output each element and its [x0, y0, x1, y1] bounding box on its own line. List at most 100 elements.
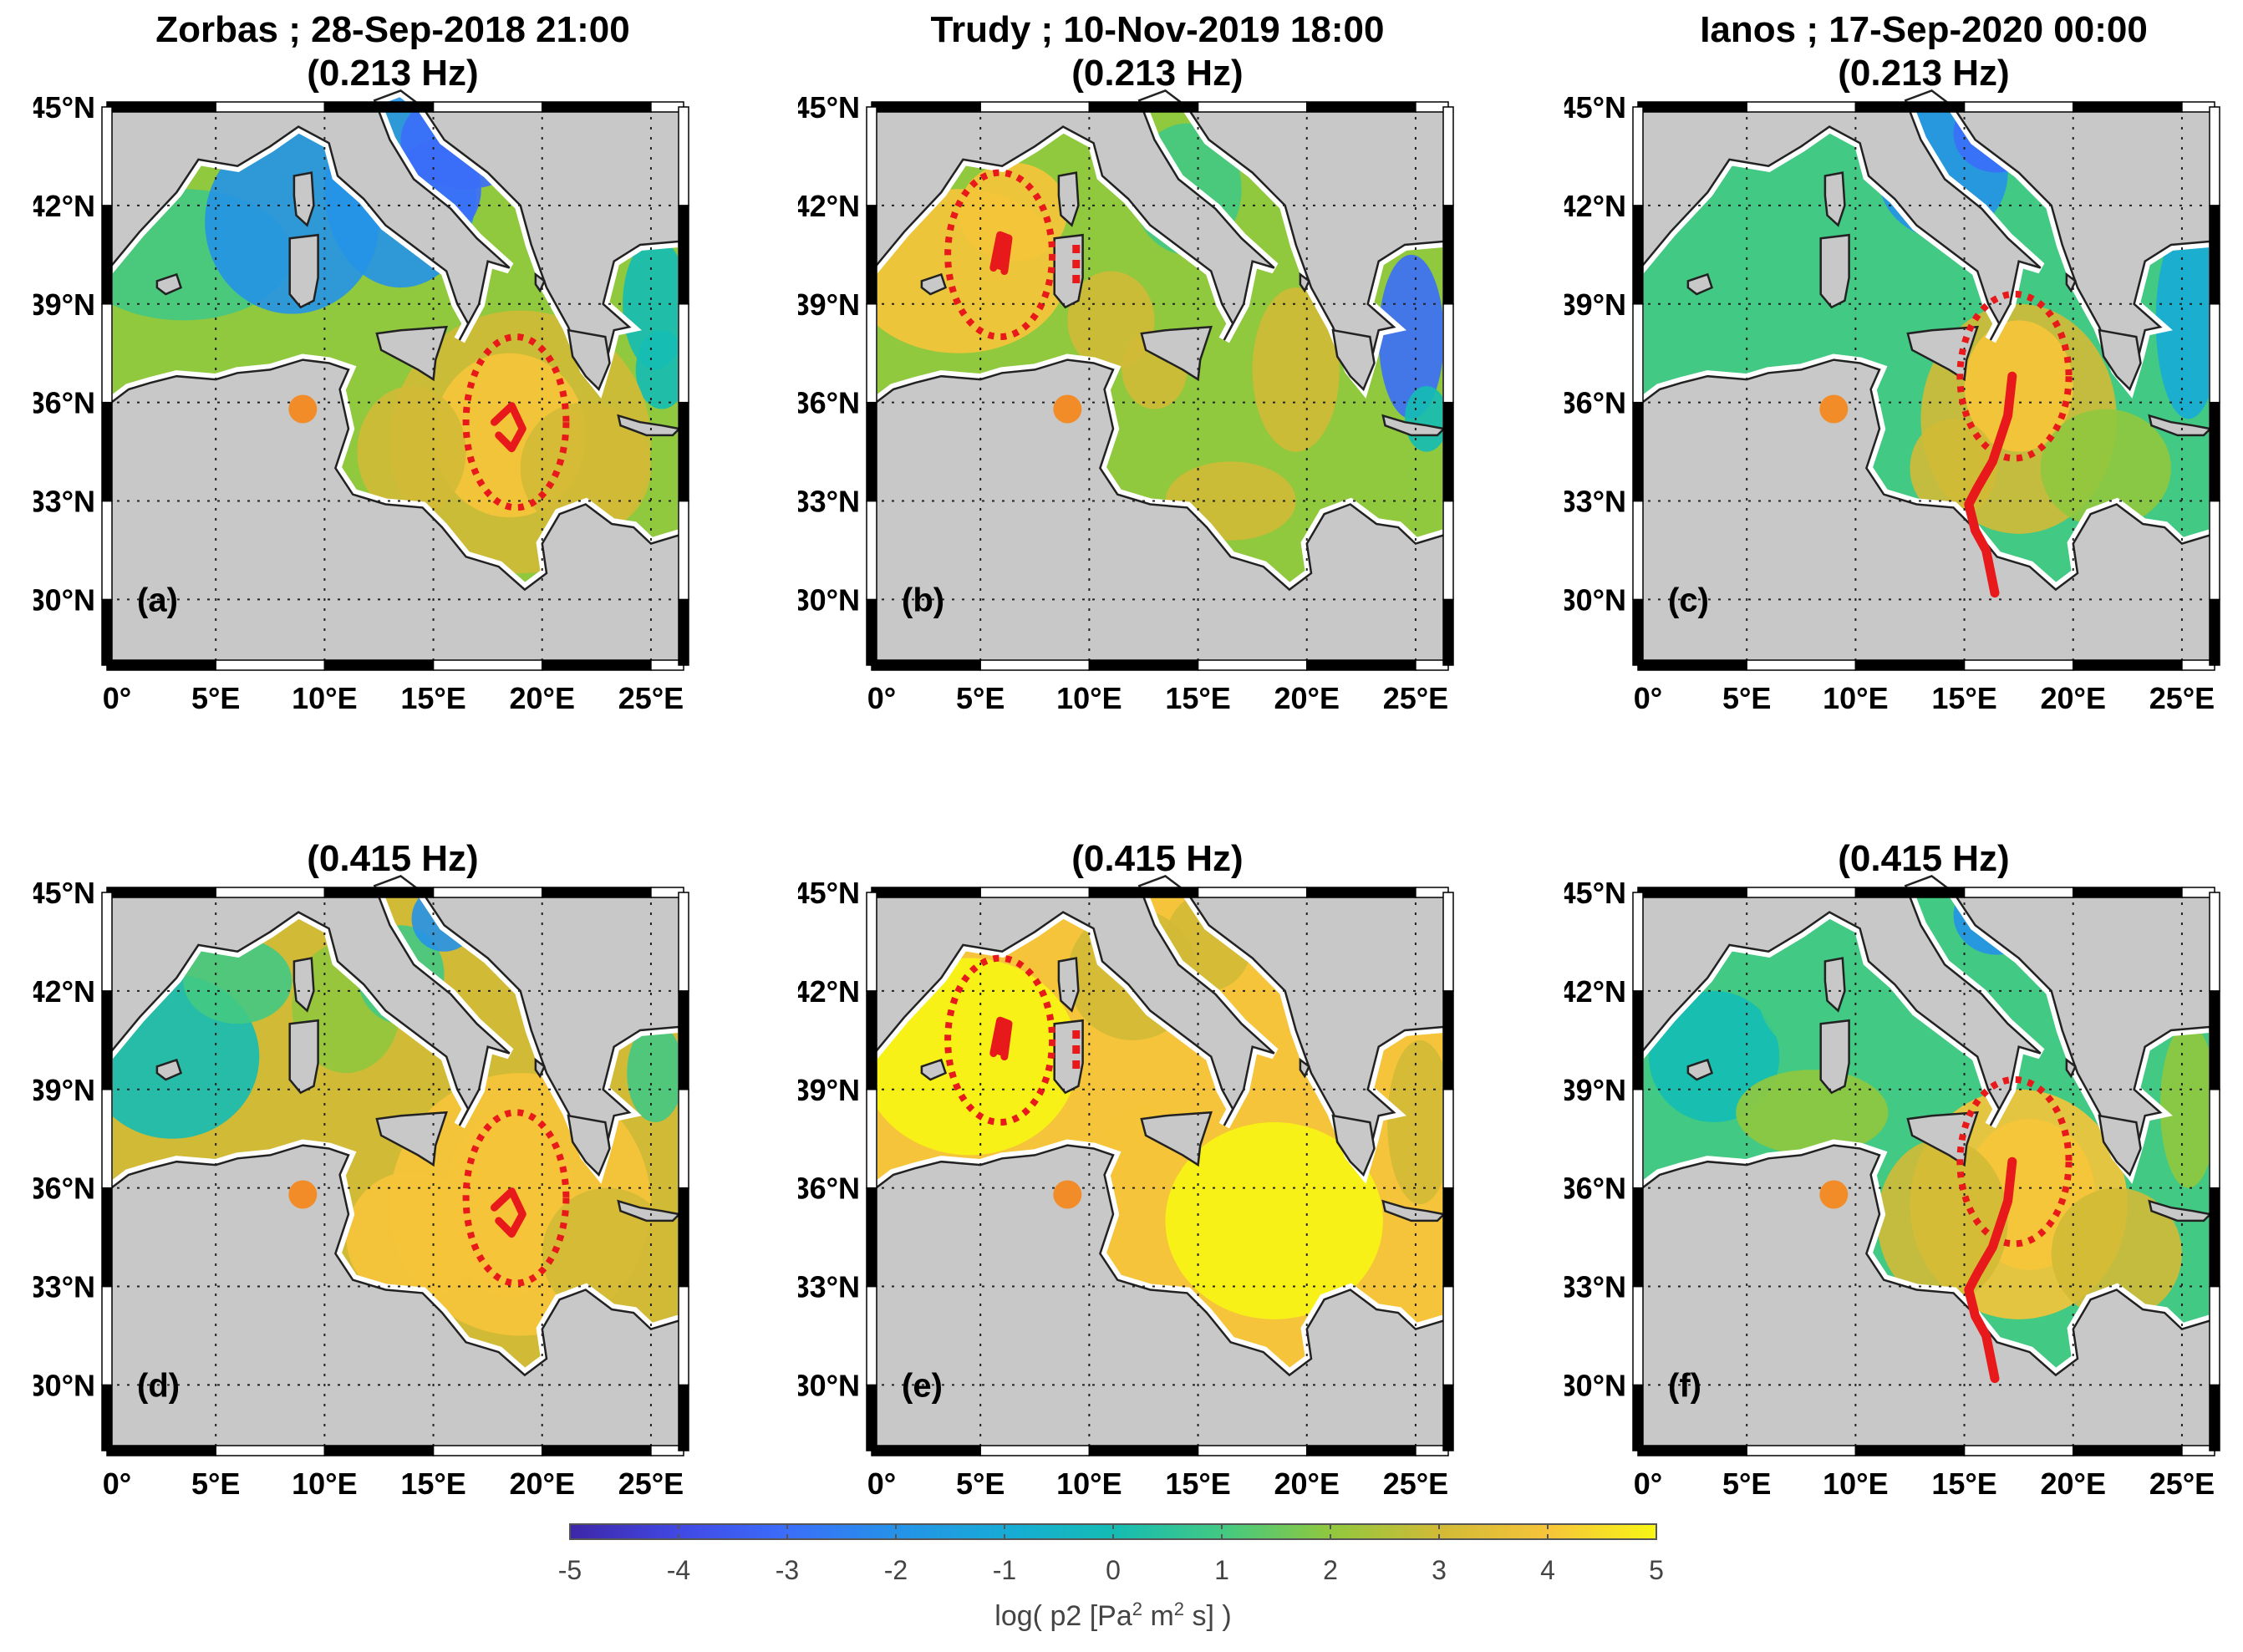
frame-segment-right	[1442, 990, 1454, 1090]
frame-segment-left	[101, 500, 113, 601]
lon-tick-label: 0°	[103, 1466, 131, 1501]
map-c: 0° 5°E 10°E 15°E 20°E 25°E 30°N 33°N 36°N 39°N 42°…	[1564, 89, 2220, 715]
island-corsica	[1823, 957, 1846, 1013]
frame-segment-top	[1637, 887, 1747, 898]
frame-segment-left	[866, 1285, 877, 1386]
frame-segment-bottom	[2073, 659, 2183, 671]
frame-segment-top	[979, 101, 1091, 113]
frame-segment-right	[678, 303, 689, 404]
frame-segment-right	[678, 1384, 689, 1451]
frame-segment-left	[866, 1187, 877, 1288]
field-patch	[635, 330, 684, 409]
map-frame	[866, 101, 1454, 671]
colorbar-tick-label: -3	[776, 1555, 799, 1585]
map-frame	[101, 887, 689, 1456]
coastline	[870, 89, 1450, 592]
frame-segment-right	[678, 598, 689, 666]
frame-segment-top	[1088, 101, 1199, 113]
colorbar-tick-label: -1	[993, 1555, 1016, 1585]
lon-tick-label: 5°E	[956, 1466, 1005, 1501]
frame-segment-right	[1442, 1089, 1454, 1189]
field-patch	[1165, 1122, 1383, 1319]
lon-tick-label: 5°E	[1722, 681, 1771, 715]
frame-segment-bottom	[106, 659, 216, 671]
lon-tick-label: 10°E	[1056, 681, 1122, 715]
island-crete	[2148, 1199, 2213, 1222]
colorbar-tick-label: -4	[667, 1555, 690, 1585]
lat-tick-label: 42°N	[798, 974, 860, 1009]
island-sardinia	[288, 233, 319, 309]
frame-segment-left	[101, 892, 113, 992]
island-corsica	[292, 957, 315, 1013]
field-patch	[346, 1172, 477, 1304]
frame-segment-left	[866, 598, 877, 666]
frame-segment-top	[979, 887, 1091, 898]
frame-segment-bottom	[1306, 659, 1416, 671]
lon-tick-label: 25°E	[618, 681, 684, 715]
lon-tick-label: 5°E	[1722, 1466, 1771, 1501]
frame-segment-top	[1854, 101, 1966, 113]
frame-segment-right	[678, 1089, 689, 1189]
colorbar-tick-label: 4	[1540, 1555, 1555, 1585]
frame-segment-bottom	[1088, 1445, 1199, 1456]
frame-segment-bottom	[1746, 1445, 1857, 1456]
lat-tick-label: 33°N	[33, 485, 95, 519]
lat-tick-label: 33°N	[33, 1270, 95, 1304]
frame-segment-left	[1632, 205, 1644, 305]
frame-segment-bottom	[215, 659, 326, 671]
storm-area-circle	[1956, 1075, 2073, 1248]
storm-area-circle	[1956, 290, 2073, 462]
lat-tick-label: 45°N	[1564, 876, 1626, 910]
lon-tick-label: 15°E	[400, 681, 465, 715]
frame-segment-top	[871, 101, 981, 113]
frame-segment-right	[2209, 1384, 2220, 1451]
frame-segment-right	[2209, 205, 2220, 305]
frame-segment-bottom	[323, 659, 435, 671]
lat-tick-label: 30°N	[1564, 1368, 1626, 1402]
storm-area-circle	[944, 954, 1056, 1126]
storm-area-circle	[462, 333, 570, 511]
lat-tick-label: 30°N	[33, 1368, 95, 1402]
lon-tick-label: 5°E	[191, 681, 240, 715]
frame-segment-left	[101, 205, 113, 305]
lat-tick-label: 36°N	[33, 1172, 95, 1206]
lat-tick-label: 36°N	[1564, 1172, 1626, 1206]
frame-segment-bottom	[1197, 1445, 1308, 1456]
coastline	[1636, 874, 2216, 1377]
frame-segment-bottom	[1963, 659, 2074, 671]
frame-segment-top	[2073, 887, 2183, 898]
frame-segment-top	[1088, 887, 1199, 898]
lon-tick-label: 10°E	[1823, 1466, 1888, 1501]
lon-tick-label: 15°E	[1165, 1466, 1230, 1501]
field-patch	[444, 1112, 575, 1297]
lat-tick-label: 39°N	[1564, 1073, 1626, 1107]
panel-frequency: (0.213 Hz)	[307, 53, 479, 94]
lat-tick-label: 39°N	[1564, 287, 1626, 322]
map-panel-d: (0.415 Hz) 0° 5°E 10°E 15°E 20°E 25°E 30°N 33°N…	[33, 794, 752, 1546]
frame-segment-left	[866, 401, 877, 502]
frame-segment-left	[101, 1187, 113, 1288]
frame-segment-left	[1632, 303, 1644, 404]
field-patch	[1252, 287, 1340, 452]
island-sicily	[1140, 1111, 1213, 1167]
field-patch	[1877, 1138, 2008, 1304]
lon-tick-label: 5°E	[956, 681, 1005, 715]
frame-segment-top	[1197, 887, 1308, 898]
frame-segment-bottom	[215, 1445, 326, 1456]
storm-track	[491, 1187, 526, 1238]
lat-tick-label: 39°N	[33, 287, 95, 322]
frame-segment-bottom	[542, 659, 652, 671]
frame-segment-left	[1632, 106, 1644, 206]
frame-segment-left	[1632, 500, 1644, 601]
lat-tick-label: 33°N	[798, 485, 860, 519]
lon-tick-label: 10°E	[1823, 681, 1888, 715]
station-marker	[1819, 394, 1849, 424]
lat-tick-label: 30°N	[1564, 582, 1626, 617]
frame-segment-top	[323, 887, 435, 898]
frame-segment-right	[1442, 1384, 1454, 1451]
frame-segment-left	[866, 500, 877, 601]
frame-segment-right	[2209, 401, 2220, 502]
lat-tick-label: 45°N	[798, 876, 860, 910]
frame-segment-right	[2209, 892, 2220, 992]
frame-segment-left	[866, 990, 877, 1090]
